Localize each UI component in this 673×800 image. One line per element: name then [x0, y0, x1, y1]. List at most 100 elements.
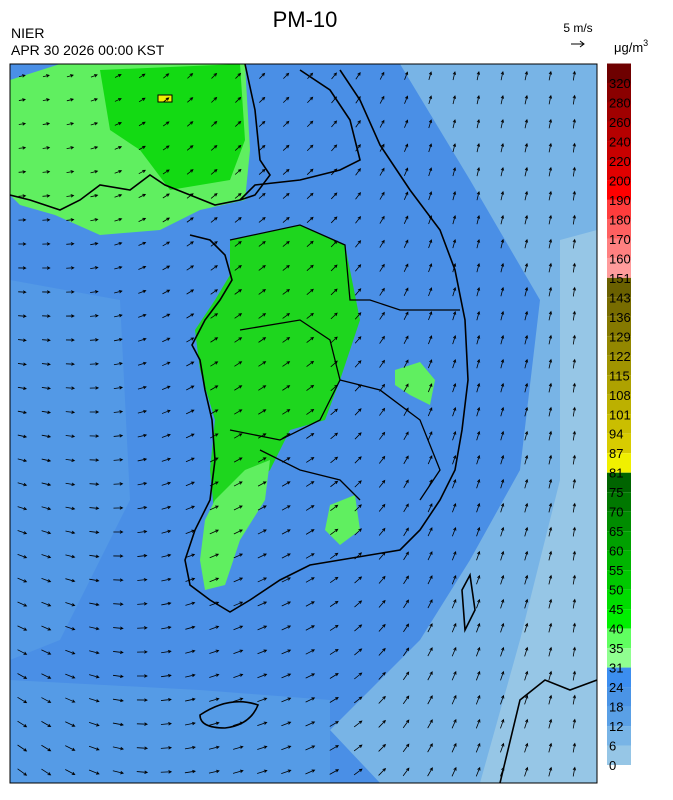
wind-arrow [500, 70, 505, 81]
wind-arrow [331, 144, 338, 152]
wind-arrow [162, 265, 171, 271]
wind-arrow [452, 95, 457, 105]
wind-arrow [500, 94, 505, 105]
wind-arrow [210, 168, 218, 175]
colorbar-segment [607, 102, 631, 122]
wind-arrow [113, 458, 124, 462]
wind-arrow [17, 386, 27, 390]
wind-arrow [210, 289, 219, 295]
wind-arrow [500, 454, 505, 465]
wind-arrow [306, 481, 315, 487]
wind-arrow [403, 575, 409, 585]
wind-arrow [137, 650, 148, 654]
wind-arrow [306, 288, 314, 295]
wind-arrow [330, 528, 339, 536]
wind-arrow [17, 482, 28, 487]
wind-arrow [354, 312, 362, 320]
wind-arrow [114, 122, 122, 126]
wind-arrow [329, 745, 340, 751]
wind-arrow [162, 217, 170, 223]
colorbar-segment [607, 511, 631, 532]
wind-arrow [41, 506, 52, 511]
wind-arrow [427, 383, 433, 393]
wind-arrow [283, 96, 290, 103]
wind-arrow [572, 766, 577, 777]
wind-arrow [184, 769, 196, 774]
wind-arrow [378, 743, 387, 752]
wind-arrow [306, 457, 315, 463]
wind-arrow [257, 601, 268, 607]
wind-arrow [137, 361, 147, 366]
wind-arrow [257, 457, 267, 463]
wind-arrow [330, 288, 338, 296]
wind-arrow [281, 529, 291, 535]
colorbar-label: 18 [609, 700, 623, 715]
wind-arrow [427, 407, 433, 417]
wind-arrow [428, 119, 433, 129]
wind-arrow [137, 457, 148, 462]
colorbar-segment [607, 199, 631, 220]
wind-arrow [379, 311, 385, 320]
wind-arrow [162, 313, 171, 319]
wind-arrow [452, 478, 457, 489]
wind-arrow [355, 144, 361, 152]
title: PM-10 [273, 7, 338, 32]
wind-arrow [113, 386, 124, 390]
wind-arrow [307, 96, 314, 104]
wind-arrow [113, 338, 123, 342]
wind-arrow [66, 74, 74, 78]
wind-arrow [185, 553, 196, 558]
wind-arrow [187, 97, 194, 103]
wind-arrow [89, 434, 100, 438]
colorbar-label: 101 [609, 407, 631, 422]
wind-arrow [500, 622, 505, 633]
wind-arrow [138, 193, 147, 199]
wind-arrow [90, 242, 99, 246]
wind-arrow [65, 482, 76, 487]
colorbar-segment [607, 531, 631, 551]
wind-arrow [113, 530, 124, 534]
wind-arrow [90, 194, 99, 198]
agency: NIER [11, 25, 44, 41]
colorbar-label: 35 [609, 641, 623, 656]
wind-arrow [329, 721, 339, 727]
wind-arrow [476, 358, 481, 369]
colorbar-label: 122 [609, 349, 631, 364]
wind-arrow [186, 169, 194, 175]
wind-arrow [66, 218, 75, 222]
colorbar-segment [607, 316, 631, 337]
wind-arrow [379, 215, 385, 224]
wind-arrow [17, 625, 28, 631]
wind-arrow [211, 120, 218, 127]
wind-arrow [428, 263, 433, 273]
wind-arrow [65, 673, 76, 679]
wind-arrow [112, 722, 124, 727]
wind-arrow [476, 454, 481, 465]
colorbar-label: 0 [609, 758, 616, 773]
wind-arrow [18, 122, 27, 126]
wind-arrow [66, 194, 75, 198]
wind-arrow [184, 721, 196, 726]
wind-arrow [234, 313, 243, 319]
wind-arrow [476, 71, 481, 81]
wind-arrow [89, 578, 100, 583]
wind-arrow [572, 358, 577, 369]
wind-arrow [161, 529, 172, 534]
wind-arrow [18, 170, 27, 174]
wind-arrow [403, 455, 409, 465]
field-green [195, 225, 360, 520]
wind-arrow [138, 217, 147, 222]
wind-arrow [113, 554, 124, 558]
colorbar-label: 24 [609, 680, 623, 695]
colorbar-label: 136 [609, 310, 631, 325]
wind-arrow [548, 550, 553, 561]
wind-arrow [281, 505, 291, 511]
wind-arrow [306, 216, 314, 223]
wind-arrow [306, 384, 315, 391]
wind-arrow [235, 96, 242, 103]
colorbar-segment [607, 648, 631, 668]
wind-arrow [402, 767, 410, 777]
wind-arrow [281, 697, 292, 703]
wind-arrow [476, 502, 481, 513]
wind-arrow [65, 769, 76, 775]
